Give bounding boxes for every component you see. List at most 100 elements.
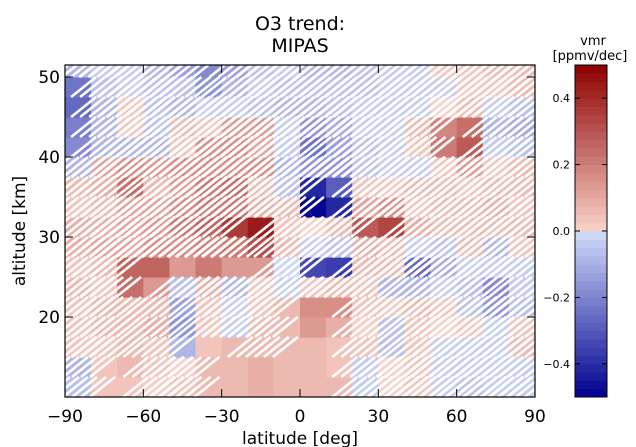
hatch-line xyxy=(479,235,507,259)
hatch-line xyxy=(71,355,98,379)
hatch-line xyxy=(97,255,124,279)
hatch-line xyxy=(209,315,237,339)
hatch-line xyxy=(461,355,489,379)
hatch-line xyxy=(122,355,150,379)
hatch-line xyxy=(262,215,289,239)
hatch-line xyxy=(253,215,280,239)
hatch-line xyxy=(70,275,97,299)
hatch-line xyxy=(488,75,515,99)
heatmap-cell xyxy=(482,137,510,158)
hatch-line xyxy=(533,274,535,279)
hatch-line xyxy=(148,375,176,397)
hatch-line xyxy=(506,195,533,219)
hatch-line xyxy=(418,95,446,119)
hatch-line xyxy=(401,255,429,279)
hatch-line xyxy=(427,195,455,219)
hatch-line xyxy=(392,195,420,219)
hatch-line xyxy=(253,255,280,279)
hatch-line xyxy=(262,75,289,99)
hatch-line xyxy=(262,295,290,319)
hatch-line xyxy=(208,65,226,79)
hatch-line xyxy=(470,75,498,99)
hatch-line xyxy=(200,75,228,99)
heatmap-cell xyxy=(352,357,379,378)
hatch-line xyxy=(340,115,368,139)
x-tick-label: 0 xyxy=(295,407,306,427)
hatch-cell xyxy=(200,235,273,259)
hatch-cell xyxy=(174,215,247,239)
hatch-line xyxy=(331,195,359,219)
hatch-line xyxy=(115,275,142,299)
hatch-line xyxy=(105,155,133,179)
hatching-layer xyxy=(65,65,535,397)
hatch-line xyxy=(174,175,202,199)
hatch-line xyxy=(226,65,244,79)
hatch-line xyxy=(524,367,535,379)
hatch-line xyxy=(453,195,481,219)
heatmap-cell xyxy=(65,217,92,238)
hatch-line xyxy=(444,335,472,359)
heatmap-cell xyxy=(143,177,171,198)
hatch-line xyxy=(470,295,498,319)
hatch-line xyxy=(166,115,194,139)
hatch-line xyxy=(488,335,515,359)
hatch-line xyxy=(71,375,98,397)
hatch-line xyxy=(366,355,394,379)
hatch-line xyxy=(323,235,350,259)
heatmap-cell xyxy=(91,77,118,98)
hatch-line xyxy=(262,175,289,199)
hatch-line xyxy=(392,255,420,279)
hatch-line xyxy=(314,155,341,179)
hatch-line xyxy=(209,295,237,319)
hatch-line xyxy=(148,195,176,219)
hatch-cell xyxy=(331,315,404,339)
hatch-line xyxy=(262,315,290,339)
hatch-line xyxy=(65,195,89,218)
hatch-line xyxy=(122,315,150,339)
hatch-line xyxy=(157,275,185,299)
hatch-line xyxy=(244,295,272,319)
hatch-line xyxy=(323,95,350,119)
hatch-line xyxy=(280,135,307,159)
hatch-line xyxy=(401,355,429,379)
hatch-line xyxy=(131,115,159,139)
hatch-line xyxy=(157,175,185,199)
hatch-line xyxy=(289,175,316,199)
hatch-line xyxy=(122,175,150,199)
hatch-line xyxy=(497,155,524,179)
hatch-line xyxy=(453,275,481,299)
hatch-line xyxy=(418,335,446,359)
heatmap-cell xyxy=(65,97,92,118)
hatch-line xyxy=(218,155,246,179)
hatch-line xyxy=(488,155,515,179)
colorbar-swatch xyxy=(575,247,607,257)
hatch-line xyxy=(488,195,515,219)
hatch-line xyxy=(524,127,535,139)
hatch-line xyxy=(487,65,505,79)
hatch-line xyxy=(115,315,142,339)
hatch-line xyxy=(65,295,80,310)
hatch-line xyxy=(383,115,411,139)
hatch-line xyxy=(375,295,403,319)
hatch-line xyxy=(226,175,254,199)
hatch-line xyxy=(349,115,377,139)
colorbar-swatch xyxy=(575,239,607,249)
hatch-cell xyxy=(383,115,456,139)
hatch-line xyxy=(105,115,133,139)
x-tick-label: −60 xyxy=(125,407,161,427)
hatch-line xyxy=(340,375,368,397)
hatch-line xyxy=(392,375,420,397)
hatch-line xyxy=(488,135,515,159)
hatch-line xyxy=(166,375,194,397)
hatch-cell xyxy=(65,375,116,397)
hatch-cell xyxy=(331,275,404,299)
hatch-line xyxy=(235,175,263,199)
heatmap-cell xyxy=(404,317,432,338)
hatch-line xyxy=(218,235,246,259)
hatch-line xyxy=(461,235,489,259)
hatch-line xyxy=(122,135,150,159)
hatch-line xyxy=(96,65,113,79)
hatch-line xyxy=(340,295,368,319)
heatmap-cell xyxy=(117,357,144,378)
hatch-line xyxy=(192,315,220,339)
